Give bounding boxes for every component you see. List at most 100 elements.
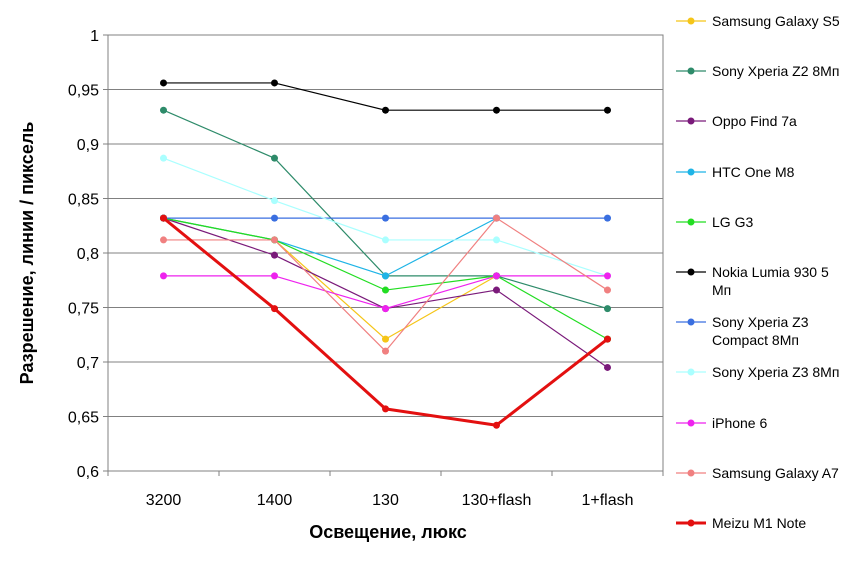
legend-item: Sony Xperia Z3 8Мп bbox=[670, 363, 847, 409]
data-point bbox=[160, 272, 167, 280]
data-point bbox=[493, 214, 500, 222]
legend-swatch bbox=[676, 469, 706, 477]
data-point bbox=[160, 79, 167, 87]
legend-swatch bbox=[676, 17, 706, 25]
legend-marker bbox=[687, 67, 695, 75]
data-point bbox=[271, 214, 278, 222]
legend-marker bbox=[687, 168, 695, 176]
data-point bbox=[271, 251, 278, 259]
series-iphone-6 bbox=[160, 272, 611, 313]
legend-marker bbox=[687, 117, 695, 125]
x-tick-label: 130 bbox=[372, 492, 399, 509]
series-htc-one-m8 bbox=[160, 214, 500, 280]
legend-item: LG G3 bbox=[670, 213, 847, 259]
data-point bbox=[493, 272, 500, 280]
legend-label: Samsung Galaxy A7 bbox=[712, 464, 839, 481]
y-tick-label: 0,75 bbox=[68, 301, 99, 318]
x-tick-label: 1400 bbox=[257, 492, 293, 509]
legend-label: iPhone 6 bbox=[712, 414, 768, 431]
data-point bbox=[382, 286, 389, 294]
legend-item: Meizu M1 Note bbox=[670, 514, 847, 560]
series-line bbox=[163, 217, 497, 277]
legend-label: Sony Xperia Z3 8Мп bbox=[712, 364, 840, 381]
series-line bbox=[163, 82, 608, 111]
series-meizu-m1-note bbox=[160, 214, 611, 429]
y-tick-label: 0,8 bbox=[77, 246, 99, 263]
data-point bbox=[271, 79, 278, 87]
legend-marker bbox=[687, 218, 695, 226]
legend-swatch bbox=[676, 218, 706, 226]
legend-label: Meizu M1 Note bbox=[712, 515, 807, 531]
data-point bbox=[493, 236, 500, 244]
legend-marker bbox=[687, 368, 695, 376]
y-tick-label: 0,85 bbox=[68, 192, 99, 209]
legend-item: Nokia Lumia 930 5 Мп bbox=[670, 263, 847, 309]
legend-item: Oppo Find 7a bbox=[670, 112, 847, 158]
legend-swatch bbox=[676, 419, 706, 427]
legend-swatch bbox=[676, 117, 706, 125]
legend-marker bbox=[687, 519, 695, 527]
data-point bbox=[493, 286, 500, 294]
data-point bbox=[382, 214, 389, 222]
legend-marker bbox=[687, 17, 695, 25]
y-tick-label: 0,7 bbox=[77, 355, 99, 372]
data-point bbox=[382, 335, 389, 343]
series-sony-xperia-z2-8 bbox=[160, 106, 611, 313]
data-point bbox=[493, 421, 500, 429]
legend-label: Sony Xperia Z2 8Мп bbox=[712, 63, 840, 80]
data-point bbox=[160, 236, 167, 244]
data-point bbox=[604, 106, 611, 114]
legend-marker bbox=[687, 318, 695, 326]
x-tick-label: 3200 bbox=[146, 492, 182, 509]
legend-swatch bbox=[676, 168, 706, 176]
data-point bbox=[382, 305, 389, 313]
series-lines bbox=[160, 79, 611, 429]
x-tick-label: 1+flash bbox=[581, 492, 633, 509]
data-point bbox=[604, 305, 611, 313]
data-point bbox=[382, 405, 389, 413]
legend-item: HTC One M8 bbox=[670, 163, 847, 209]
y-tick-label: 0,95 bbox=[68, 83, 99, 100]
data-point bbox=[160, 106, 167, 114]
legend-label: Oppo Find 7a bbox=[712, 113, 797, 130]
series-samsung-galaxy-a7 bbox=[160, 214, 611, 355]
data-point bbox=[271, 272, 278, 280]
data-point bbox=[271, 197, 278, 205]
y-tick-label: 0,65 bbox=[68, 410, 99, 427]
y-tick-label: 0,6 bbox=[77, 464, 99, 481]
legend-label: Samsung Galaxy S5 bbox=[712, 13, 840, 29]
legend-swatch bbox=[676, 318, 706, 326]
data-point bbox=[160, 154, 167, 162]
legend-marker bbox=[687, 419, 695, 427]
legend-swatch bbox=[676, 268, 706, 276]
data-point bbox=[160, 214, 167, 222]
data-point bbox=[382, 236, 389, 244]
legend-swatch bbox=[676, 519, 706, 527]
y-tick-label: 0,9 bbox=[77, 137, 99, 154]
data-point bbox=[604, 286, 611, 294]
legend-label: Nokia Lumia 930 5 Мп bbox=[712, 264, 829, 298]
series-nokia-lumia-930-5 bbox=[160, 79, 611, 114]
data-point bbox=[382, 272, 389, 280]
data-point bbox=[604, 335, 611, 343]
legend-swatch bbox=[676, 368, 706, 376]
legend-marker bbox=[687, 469, 695, 477]
data-point bbox=[493, 106, 500, 114]
data-point bbox=[271, 305, 278, 313]
data-point bbox=[604, 214, 611, 222]
y-tick-label: 1 bbox=[90, 28, 99, 45]
legend-item: iPhone 6 bbox=[670, 414, 847, 460]
data-point bbox=[604, 363, 611, 371]
data-point bbox=[382, 106, 389, 114]
legend-item: Sony Xperia Z3 Compact 8Мп bbox=[670, 313, 847, 359]
y-axis-ticks: 0,6 0,65 0,7 0,75 0,8 0,85 0,9 0,95 1 bbox=[68, 28, 108, 481]
x-tick-label: 130+flash bbox=[462, 492, 532, 509]
data-point bbox=[604, 272, 611, 280]
data-point bbox=[382, 347, 389, 355]
y-axis-title: Разрешение, линии / пиксель bbox=[17, 122, 37, 385]
x-axis-ticks: 3200 1400 130 130+flash 1+flash bbox=[107, 471, 664, 509]
legend-label: Sony Xperia Z3 Compact 8Мп bbox=[712, 314, 809, 349]
series-sony-xperia-z3-compact-8 bbox=[160, 214, 611, 222]
legend-item: Samsung Galaxy S5 bbox=[670, 12, 847, 58]
